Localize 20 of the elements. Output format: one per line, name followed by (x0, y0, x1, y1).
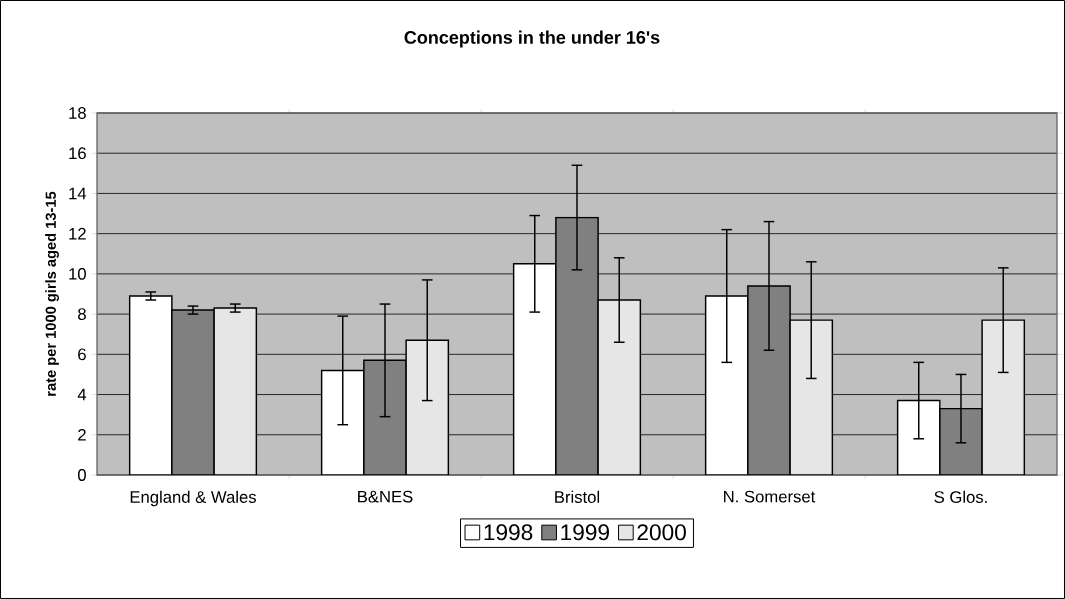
chart-title: Conceptions in the under 16's (404, 30, 660, 48)
y-tick-label: 6 (78, 348, 86, 361)
legend-label: 2000 (637, 524, 686, 541)
x-tick-label: N. Somerset (724, 490, 816, 503)
y-tick-label: 18 (69, 107, 86, 119)
x-tick-label: S Glos. (934, 490, 987, 503)
y-tick-label: 4 (77, 388, 87, 401)
y-tick-label: 10 (69, 267, 86, 280)
y-tick-label: 0 (77, 469, 86, 481)
y-tick-label: 12 (69, 227, 86, 240)
x-tick-label: B&NES (358, 490, 413, 503)
y-axis-title: rate per 1000 girls aged 13-15 (45, 191, 59, 396)
y-tick-label: 2 (78, 428, 86, 441)
legend-label: 1999 (561, 524, 609, 541)
y-tick-label: 16 (69, 147, 86, 160)
legend-label: 1998 (484, 524, 533, 541)
y-tick-label: 14 (69, 187, 87, 200)
y-tick-label: 8 (78, 308, 86, 320)
x-tick-label: Bristol (555, 490, 600, 503)
x-tick-label: England & Wales (130, 490, 257, 507)
